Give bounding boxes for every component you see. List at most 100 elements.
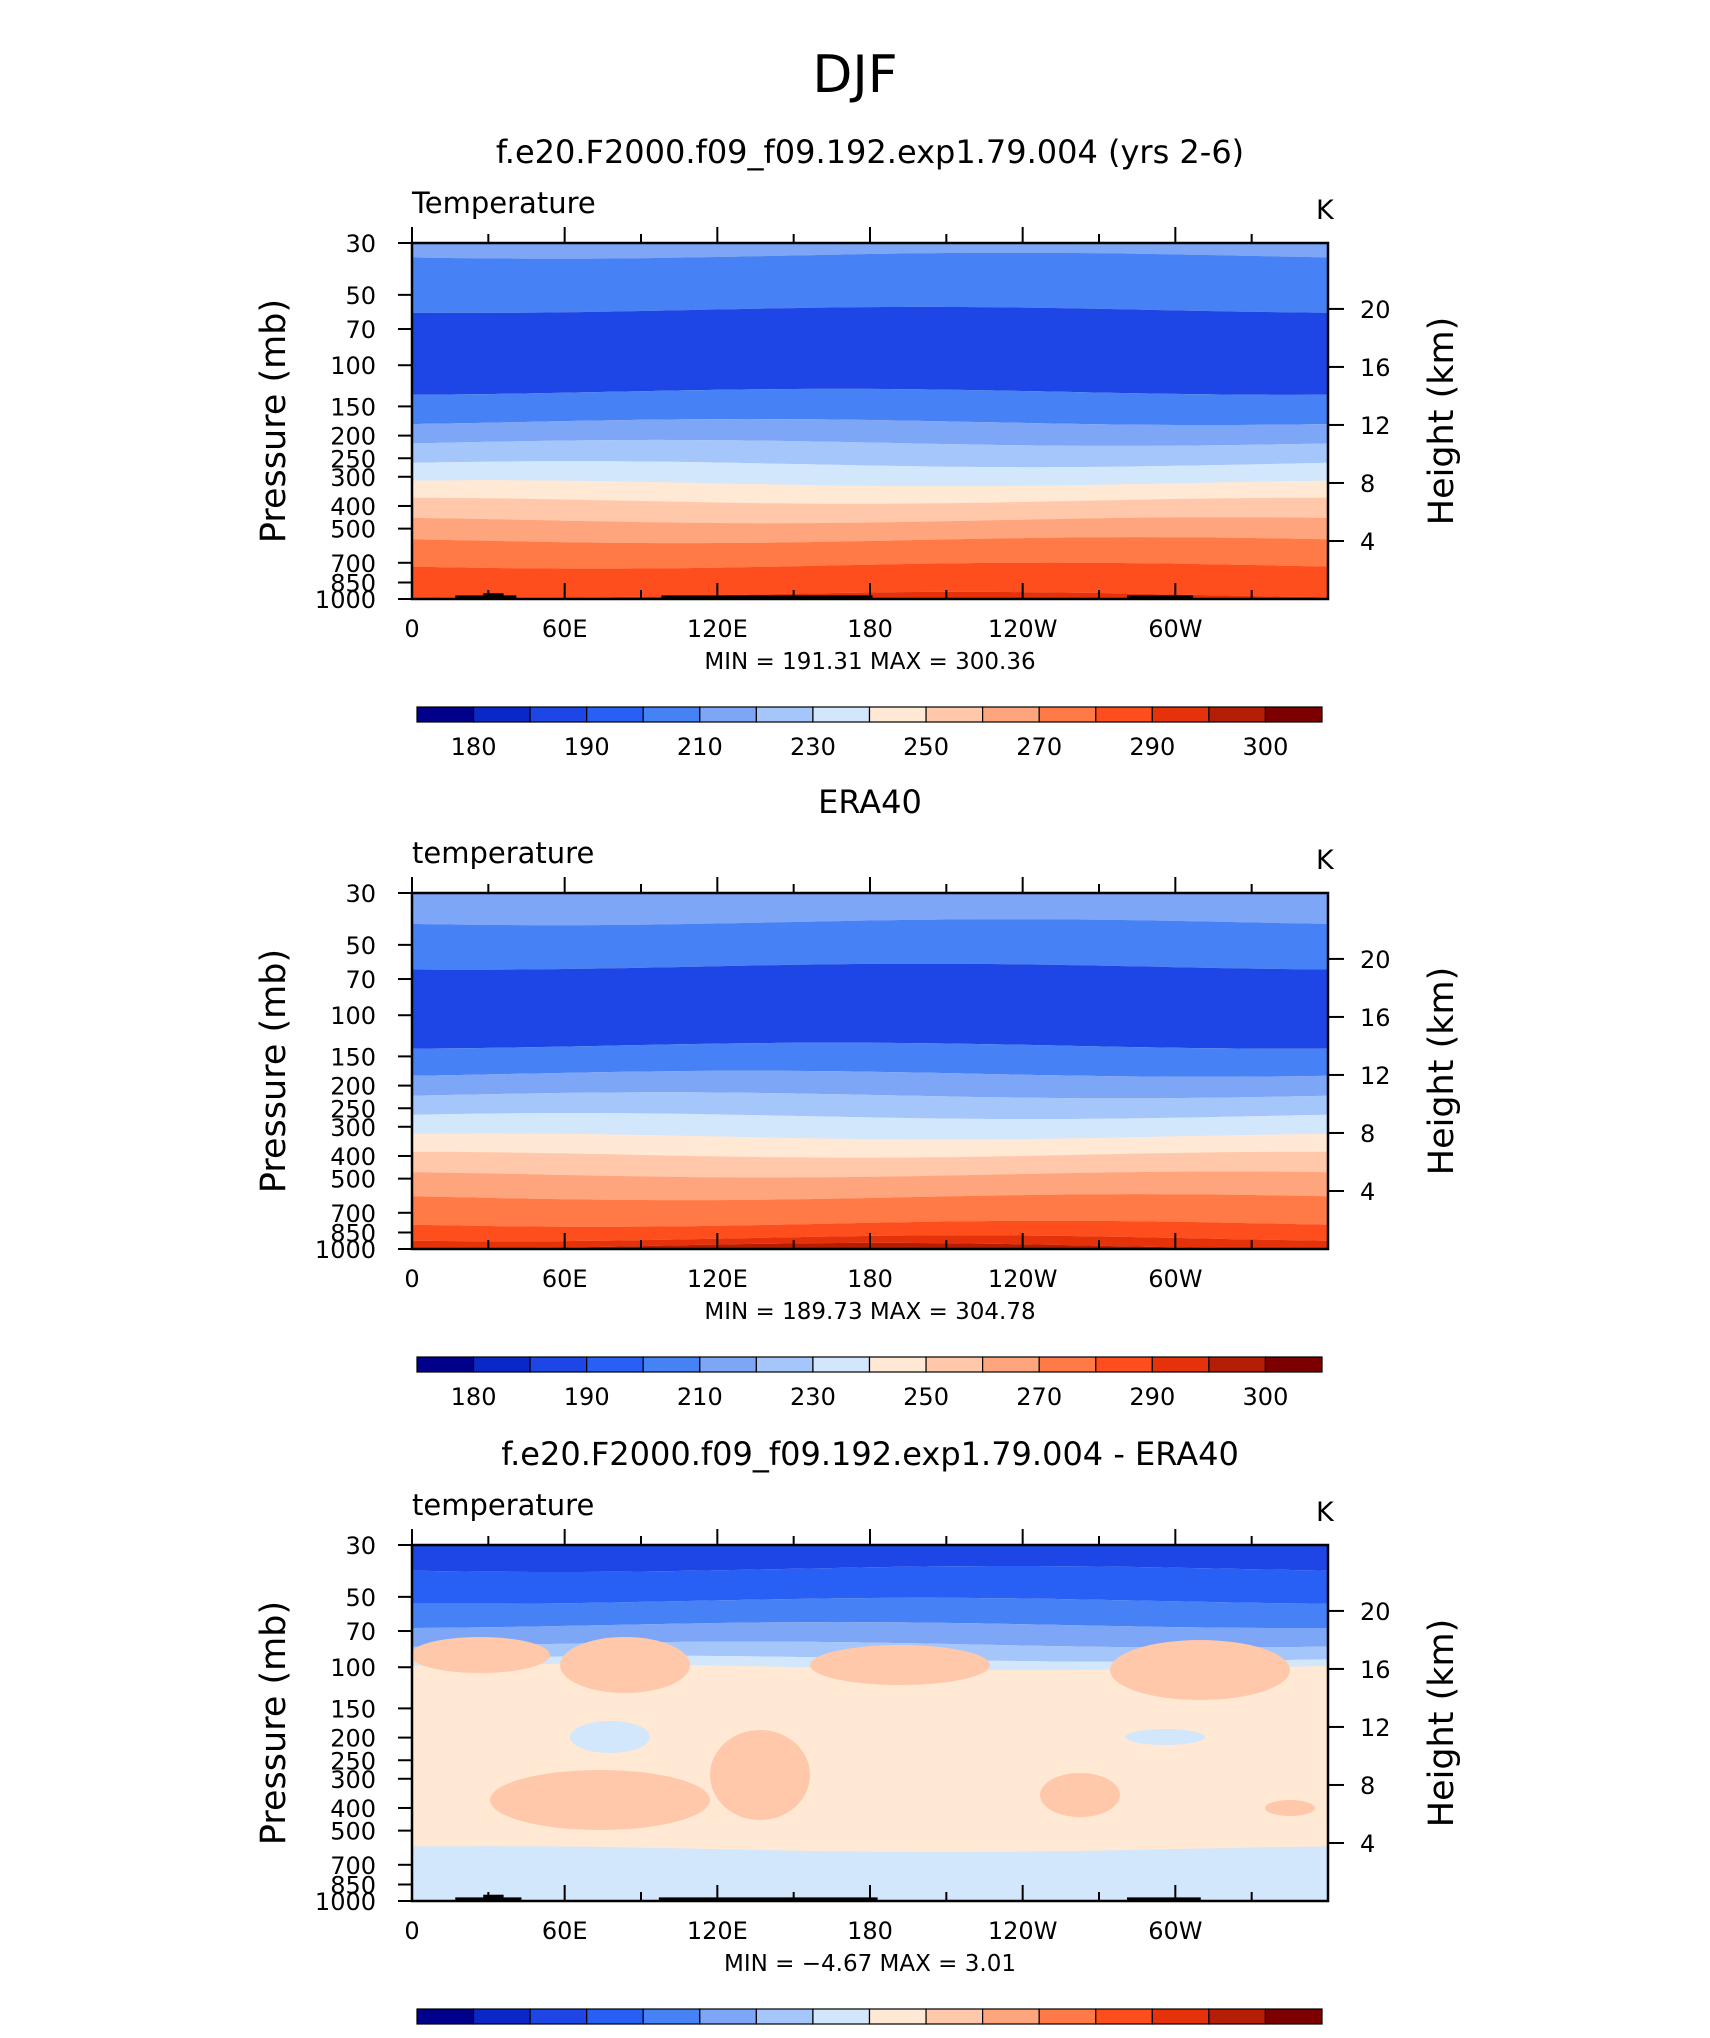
colorbar-label: 210 (677, 733, 723, 761)
field-layer (412, 1597, 1328, 1628)
colorbar-label: −5 (569, 2035, 604, 2038)
x-tick-label: 60W (1148, 1265, 1202, 1293)
y-tick-label: 200 (330, 423, 376, 451)
colorbar-swatch (642, 706, 701, 723)
colorbar-label: 190 (564, 1383, 610, 1411)
field-layer (412, 1220, 1328, 1242)
colorbar-swatch (868, 2008, 927, 2025)
field-layer (412, 1042, 1328, 1077)
colorbar-swatch (1095, 2008, 1153, 2025)
colorbar-swatch (586, 2008, 644, 2025)
topography-mask (483, 1894, 504, 1901)
x-tick-label: 120E (687, 615, 748, 643)
chart-panel-1: f.e20.F2000.f09_f09.192.exp1.79.004 (yrs… (254, 133, 1462, 761)
colorbar-label: 270 (1016, 1383, 1062, 1411)
field-layer (412, 1151, 1328, 1178)
y-tick-label: 70 (345, 966, 376, 994)
x-tick-label: 0 (404, 615, 419, 643)
y-tick-label: 400 (330, 493, 376, 521)
colorbar-label: −9 (456, 2035, 491, 2038)
difference-blob (710, 1730, 810, 1820)
x-tick-label: 60W (1148, 615, 1202, 643)
panel-title: f.e20.F2000.f09_f09.192.exp1.79.004 - ER… (501, 1435, 1239, 1473)
units-label: K (1316, 1497, 1335, 1528)
colorbar-swatch (1038, 2008, 1097, 2025)
colorbar-label: 190 (564, 733, 610, 761)
y-tick-label: 850 (330, 570, 376, 598)
min-max-stats: MIN = 191.31 MAX = 300.36 (704, 649, 1035, 675)
topography-mask (658, 1897, 878, 1901)
difference-blob (490, 1770, 710, 1830)
y-tick-label: 1000 (315, 1236, 376, 1264)
colorbar-label: 300 (1243, 733, 1289, 761)
y-tick-label: 400 (330, 1795, 376, 1823)
x-tick-label: 60W (1148, 1917, 1202, 1945)
field-layer (412, 388, 1328, 425)
field-layer (412, 919, 1328, 970)
y-axis-title-right: Height (km) (1422, 317, 1462, 526)
x-tick-label: 0 (404, 1265, 419, 1293)
colorbar-swatch (642, 2008, 701, 2025)
y-tick-label: 150 (330, 1695, 376, 1723)
colorbar-label: 180 (451, 1383, 497, 1411)
colorbar-label: −7 (512, 2035, 547, 2038)
difference-blob (1040, 1773, 1120, 1817)
field-layer (412, 306, 1328, 395)
y-tick-label: 500 (330, 1166, 376, 1194)
x-tick-label: 60E (542, 615, 588, 643)
x-tick-label: 120W (988, 1265, 1058, 1293)
field-layer (412, 1846, 1328, 1901)
colorbar-swatch (755, 2008, 814, 2025)
temperature-field (412, 893, 1328, 1249)
colorbar-label: 7 (1201, 2035, 1216, 2038)
y-right-tick-label: 12 (1360, 412, 1391, 440)
y-tick-label: 200 (330, 1073, 376, 1101)
y-right-tick-label: 16 (1360, 354, 1391, 382)
colorbar: −9 −7 −5 −4 −3 −2 −1 0 1 2 3 4 5 7 9 (416, 2008, 1323, 2038)
colorbar-swatch (1208, 706, 1267, 723)
y-axis-title-right: Height (km) (1422, 1619, 1462, 1828)
y-tick-label: 30 (345, 1532, 376, 1560)
colorbar-label: 230 (790, 1383, 836, 1411)
field-layer (412, 963, 1328, 1049)
variable-label: temperature (412, 1488, 594, 1522)
colorbar-swatch (755, 706, 814, 723)
colorbar-swatch (982, 2008, 1040, 2025)
x-tick-label: 60E (542, 1917, 588, 1945)
y-tick-label: 150 (330, 1043, 376, 1071)
x-tick-label: 180 (847, 1265, 893, 1293)
field-layer (412, 562, 1328, 598)
field-layer (412, 252, 1328, 313)
y-tick-label: 30 (345, 230, 376, 258)
colorbar-swatch (755, 1356, 814, 1373)
colorbar-swatch (699, 2008, 757, 2025)
colorbar-swatch (1095, 1356, 1153, 1373)
topography-mask (1126, 595, 1194, 599)
y-tick-label: 150 (330, 393, 376, 421)
colorbar-swatch (1208, 2008, 1267, 2025)
field-layer (412, 419, 1328, 446)
colorbar-swatch (1151, 1356, 1210, 1373)
y-tick-label: 300 (330, 464, 376, 492)
colorbar-label: 180 (451, 733, 497, 761)
difference-blob (1265, 1800, 1315, 1816)
difference-blob (1110, 1640, 1290, 1700)
colorbar-swatch (925, 2008, 984, 2025)
temperature-field (412, 243, 1328, 599)
field-layer (412, 1133, 1328, 1158)
colorbar-label: 0 (862, 2035, 877, 2038)
colorbar-label: 4 (1088, 2035, 1103, 2038)
chart-panel-2: ERA40 temperature K 0 60E 120E 180 120W 60W 30 50 7… (254, 783, 1462, 1411)
field-layer (412, 1194, 1328, 1227)
y-tick-label: 250 (330, 1095, 376, 1123)
min-max-stats: MIN = 189.73 MAX = 304.78 (704, 1299, 1035, 1325)
colorbar-swatch (868, 1356, 927, 1373)
y-axis-title: Pressure (mb) (254, 949, 294, 1193)
y-right-tick-label: 20 (1360, 296, 1391, 324)
colorbar-label: 290 (1129, 1383, 1175, 1411)
y-tick-label: 50 (345, 1584, 376, 1612)
y-tick-label: 100 (330, 352, 376, 380)
colorbar-swatch (925, 1356, 984, 1373)
difference-blob (810, 1645, 990, 1685)
field-layer (412, 1566, 1328, 1604)
